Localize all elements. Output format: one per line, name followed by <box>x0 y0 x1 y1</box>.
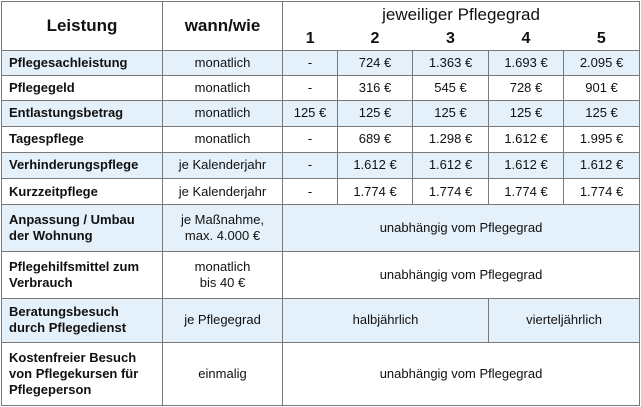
header-grade: jeweiliger Pflegegrad <box>281 0 641 29</box>
grade-4: 4 <box>488 28 564 51</box>
row-pflegesachleistung: Pflegesachleistung monatlich - 724 € 1.3… <box>1 49 641 76</box>
cell-grade-1: - <box>282 49 338 76</box>
row-label-line: der Wohnung <box>9 228 93 244</box>
cell-grade-3: 545 € <box>412 74 489 102</box>
cell-grade-1: - <box>282 178 338 206</box>
row-pflegekurse: Kostenfreier Besuch von Pflegekursen für… <box>1 342 641 406</box>
cell-grade-1: - <box>282 74 338 102</box>
row-label: Beratungsbesuch durch Pflegedienst <box>1 297 163 344</box>
row-when: je Kalenderjahr <box>162 178 283 206</box>
row-when: monatlich <box>162 49 283 76</box>
cell-grade-5: 1.995 € <box>562 125 641 153</box>
grade-5: 5 <box>563 28 641 51</box>
cell-grades-4-5: vierteljährlich <box>487 297 641 344</box>
cell-grade-4: 1.612 € <box>488 125 564 153</box>
row-label-line: Pflegehilfsmittel zum <box>9 258 140 274</box>
cell-all-grades: unabhängig vom Pflegegrad <box>281 251 641 299</box>
cell-grade-2: 1.612 € <box>337 151 413 180</box>
cell-grade-3: 125 € <box>412 100 489 127</box>
cell-grade-5: 901 € <box>562 74 641 102</box>
row-label-line: Anpassung / Umbau <box>9 212 135 228</box>
row-label-line: von Pflegekursen für <box>9 366 139 382</box>
row-label-line: Pflegeperson <box>9 382 92 398</box>
cell-grade-5: 1.774 € <box>562 178 641 206</box>
cell-grade-5: 125 € <box>562 100 641 127</box>
row-when-line: max. 4.000 € <box>184 228 261 244</box>
row-label: Pflegesachleistung <box>1 49 163 76</box>
cell-grade-5: 2.095 € <box>562 49 641 76</box>
row-when: einmalig <box>162 342 283 406</box>
row-label: Entlastungsbetrag <box>1 100 163 127</box>
row-label: Anpassung / Umbau der Wohnung <box>1 204 163 253</box>
row-when: monatlich <box>162 74 283 102</box>
grade-3: 3 <box>412 28 489 51</box>
row-tagespflege: Tagespflege monatlich - 689 € 1.298 € 1.… <box>1 125 641 153</box>
cell-grade-2: 689 € <box>337 125 413 153</box>
row-when: monatlich <box>162 125 283 153</box>
cell-grade-3: 1.298 € <box>412 125 489 153</box>
row-when: je Maßnahme, max. 4.000 € <box>162 204 283 253</box>
cell-grade-3: 1.774 € <box>412 178 489 206</box>
cell-grade-1: - <box>282 125 338 153</box>
row-label-line: Kostenfreier Besuch <box>9 350 137 366</box>
row-label-line: Verbrauch <box>9 274 73 290</box>
cell-grade-1: - <box>282 151 338 180</box>
row-when-line: je Maßnahme, <box>180 212 265 228</box>
row-when: monatlich <box>162 100 283 127</box>
row-label: Pflegehilfsmittel zum Verbrauch <box>1 251 163 299</box>
cell-grade-4: 1.693 € <box>488 49 564 76</box>
cell-all-grades: unabhängig vom Pflegegrad <box>281 204 641 253</box>
cell-grade-1: 125 € <box>282 100 338 127</box>
row-kurzzeitpflege: Kurzzeitpflege je Kalenderjahr - 1.774 €… <box>1 178 641 206</box>
row-when-line: bis 40 € <box>199 274 246 290</box>
row-label: Verhinderungspflege <box>1 151 163 180</box>
row-wohnungsanpassung: Anpassung / Umbau der Wohnung je Maßnahm… <box>1 204 641 253</box>
cell-grade-4: 1.774 € <box>488 178 564 206</box>
cell-grade-5: 1.612 € <box>562 151 641 180</box>
grade-2: 2 <box>337 28 413 51</box>
row-beratungsbesuch: Beratungsbesuch durch Pflegedienst je Pf… <box>1 297 641 344</box>
cell-grade-4: 728 € <box>488 74 564 102</box>
row-when-line: monatlich <box>194 258 251 274</box>
row-label: Kostenfreier Besuch von Pflegekursen für… <box>1 342 163 406</box>
row-when: je Kalenderjahr <box>162 151 283 180</box>
row-label: Pflegegeld <box>1 74 163 102</box>
header-when: wann/wie <box>162 1 283 51</box>
cell-grades-1-3: halbjährlich <box>282 297 489 344</box>
header-row-top: Leistung wann/wie jeweiliger Pflegegrad <box>1 0 641 51</box>
row-label-line: Beratungsbesuch <box>9 304 119 320</box>
row-label-line: durch Pflegedienst <box>9 320 127 336</box>
row-entlastungsbetrag: Entlastungsbetrag monatlich 125 € 125 € … <box>1 100 641 127</box>
row-pflegehilfsmittel: Pflegehilfsmittel zum Verbrauch monatlic… <box>1 251 641 299</box>
cell-grade-2: 125 € <box>337 100 413 127</box>
cell-grade-3: 1.612 € <box>412 151 489 180</box>
cell-grade-2: 1.774 € <box>337 178 413 206</box>
cell-grade-4: 1.612 € <box>488 151 564 180</box>
row-when: monatlich bis 40 € <box>162 251 283 299</box>
header-service: Leistung <box>1 1 163 51</box>
cell-grade-2: 724 € <box>337 49 413 76</box>
cell-grade-3: 1.363 € <box>412 49 489 76</box>
row-label: Tagespflege <box>1 125 163 153</box>
row-label: Kurzzeitpflege <box>1 178 163 206</box>
cell-grade-2: 316 € <box>337 74 413 102</box>
cell-grade-4: 125 € <box>488 100 564 127</box>
row-verhinderungspflege: Verhinderungspflege je Kalenderjahr - 1.… <box>1 151 641 180</box>
row-when: je Pflegegrad <box>162 297 283 344</box>
cell-all-grades: unabhängig vom Pflegegrad <box>281 342 641 406</box>
row-pflegegeld: Pflegegeld monatlich - 316 € 545 € 728 €… <box>1 74 641 102</box>
grade-1: 1 <box>282 28 338 51</box>
